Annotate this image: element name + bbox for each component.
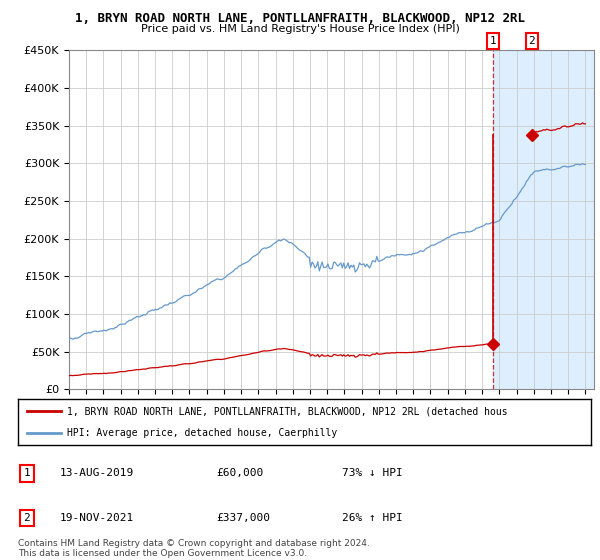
- Text: 2: 2: [23, 513, 31, 523]
- Text: 19-NOV-2021: 19-NOV-2021: [60, 513, 134, 523]
- Text: 26% ↑ HPI: 26% ↑ HPI: [342, 513, 403, 523]
- Text: 1, BRYN ROAD NORTH LANE, PONTLLANFRAITH, BLACKWOOD, NP12 2RL (detached hous: 1, BRYN ROAD NORTH LANE, PONTLLANFRAITH,…: [67, 406, 508, 416]
- Bar: [493, 50, 594, 389]
- Text: £337,000: £337,000: [216, 513, 270, 523]
- Text: HPI: Average price, detached house, Caerphilly: HPI: Average price, detached house, Caer…: [67, 428, 337, 438]
- Text: 1, BRYN ROAD NORTH LANE, PONTLLANFRAITH, BLACKWOOD, NP12 2RL: 1, BRYN ROAD NORTH LANE, PONTLLANFRAITH,…: [75, 12, 525, 25]
- Text: 13-AUG-2019: 13-AUG-2019: [60, 468, 134, 478]
- Text: 73% ↓ HPI: 73% ↓ HPI: [342, 468, 403, 478]
- Text: 1: 1: [490, 36, 496, 46]
- Text: Contains HM Land Registry data © Crown copyright and database right 2024.
This d: Contains HM Land Registry data © Crown c…: [18, 539, 370, 558]
- Text: 2: 2: [529, 36, 535, 46]
- Text: Price paid vs. HM Land Registry's House Price Index (HPI): Price paid vs. HM Land Registry's House …: [140, 24, 460, 34]
- Text: £60,000: £60,000: [216, 468, 263, 478]
- Text: 1: 1: [23, 468, 31, 478]
